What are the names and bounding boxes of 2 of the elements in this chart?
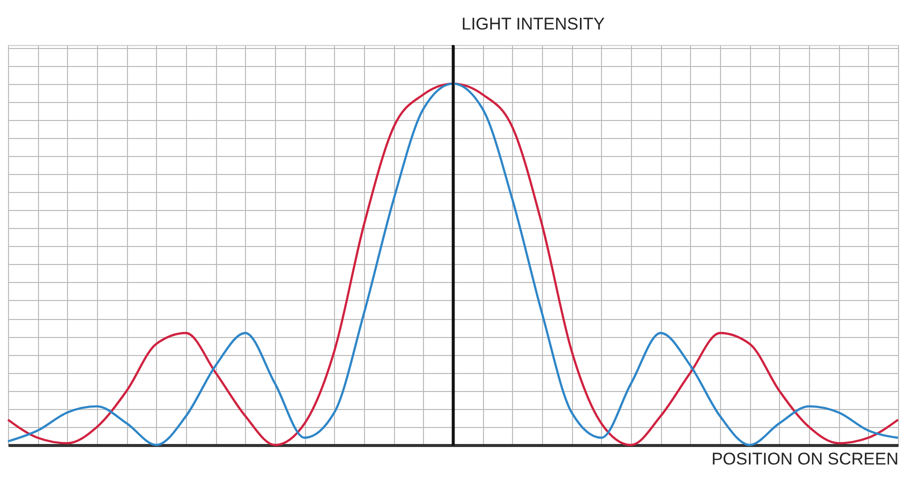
y-axis-title: LIGHT INTENSITY — [462, 14, 605, 34]
x-axis-title: POSITION ON SCREEN — [711, 450, 898, 468]
